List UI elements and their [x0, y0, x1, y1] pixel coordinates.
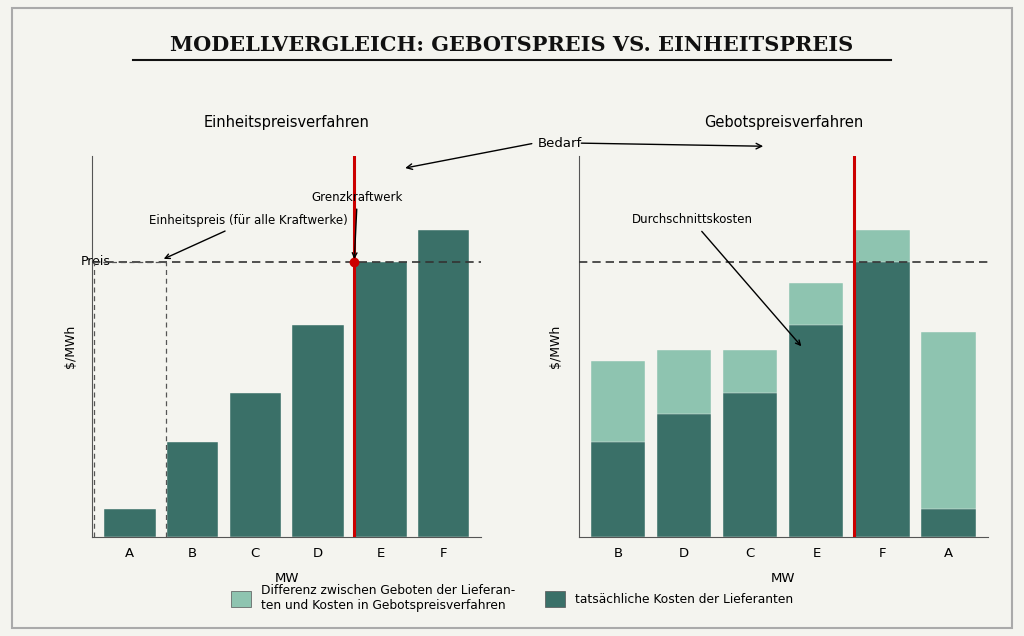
Text: MW: MW	[274, 572, 299, 584]
Text: E: E	[812, 547, 820, 560]
Bar	[591, 361, 645, 537]
Text: Preis: Preis	[80, 255, 111, 268]
Text: C: C	[251, 547, 260, 560]
Text: Bedarf: Bedarf	[538, 137, 582, 149]
Text: D: D	[313, 547, 324, 560]
Text: MW: MW	[771, 572, 796, 584]
Text: Grenzkraftwerk: Grenzkraftwerk	[311, 191, 403, 258]
Text: $/MWh: $/MWh	[549, 325, 562, 368]
Text: A: A	[944, 547, 953, 560]
Bar	[855, 262, 909, 537]
Bar	[104, 509, 156, 537]
Bar	[591, 442, 645, 537]
Text: F: F	[440, 547, 447, 560]
Text: Durchschnittskosten: Durchschnittskosten	[632, 214, 801, 345]
Legend: Differenz zwischen Geboten der Lieferan-
ten und Kosten in Gebotspreisverfahren,: Differenz zwischen Geboten der Lieferan-…	[226, 579, 798, 617]
Text: B: B	[188, 547, 198, 560]
Text: E: E	[377, 547, 385, 560]
Text: Einheitspreisverfahren: Einheitspreisverfahren	[204, 115, 370, 130]
Bar	[293, 326, 344, 537]
Bar	[790, 283, 844, 537]
Text: $/MWh: $/MWh	[63, 325, 77, 368]
Bar	[922, 333, 976, 537]
Bar	[167, 442, 218, 537]
Text: D: D	[679, 547, 689, 560]
Text: Einheitspreis (für alle Kraftwerke): Einheitspreis (für alle Kraftwerke)	[148, 214, 347, 258]
Bar	[657, 414, 712, 537]
Text: Gebotspreisverfahren: Gebotspreisverfahren	[703, 115, 863, 130]
Bar	[229, 392, 281, 537]
Bar	[790, 326, 844, 537]
Bar	[855, 230, 909, 537]
Text: B: B	[613, 547, 623, 560]
Bar	[418, 230, 469, 537]
Text: MODELLVERGLEICH: GEBOTSPREIS VS. EINHEITSPREIS: MODELLVERGLEICH: GEBOTSPREIS VS. EINHEIT…	[170, 35, 854, 55]
Bar	[922, 509, 976, 537]
Bar	[355, 262, 407, 537]
Bar	[657, 350, 712, 537]
Bar	[723, 392, 777, 537]
Text: F: F	[879, 547, 886, 560]
Text: C: C	[745, 547, 755, 560]
Text: A: A	[125, 547, 134, 560]
Bar	[723, 350, 777, 537]
